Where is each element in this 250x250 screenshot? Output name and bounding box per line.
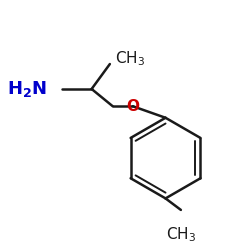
Text: $\mathregular{CH_3}$: $\mathregular{CH_3}$	[115, 49, 145, 68]
Text: $\mathregular{CH_3}$: $\mathregular{CH_3}$	[166, 225, 196, 244]
Text: $\mathregular{H_2N}$: $\mathregular{H_2N}$	[6, 79, 46, 99]
Text: O: O	[126, 99, 140, 114]
